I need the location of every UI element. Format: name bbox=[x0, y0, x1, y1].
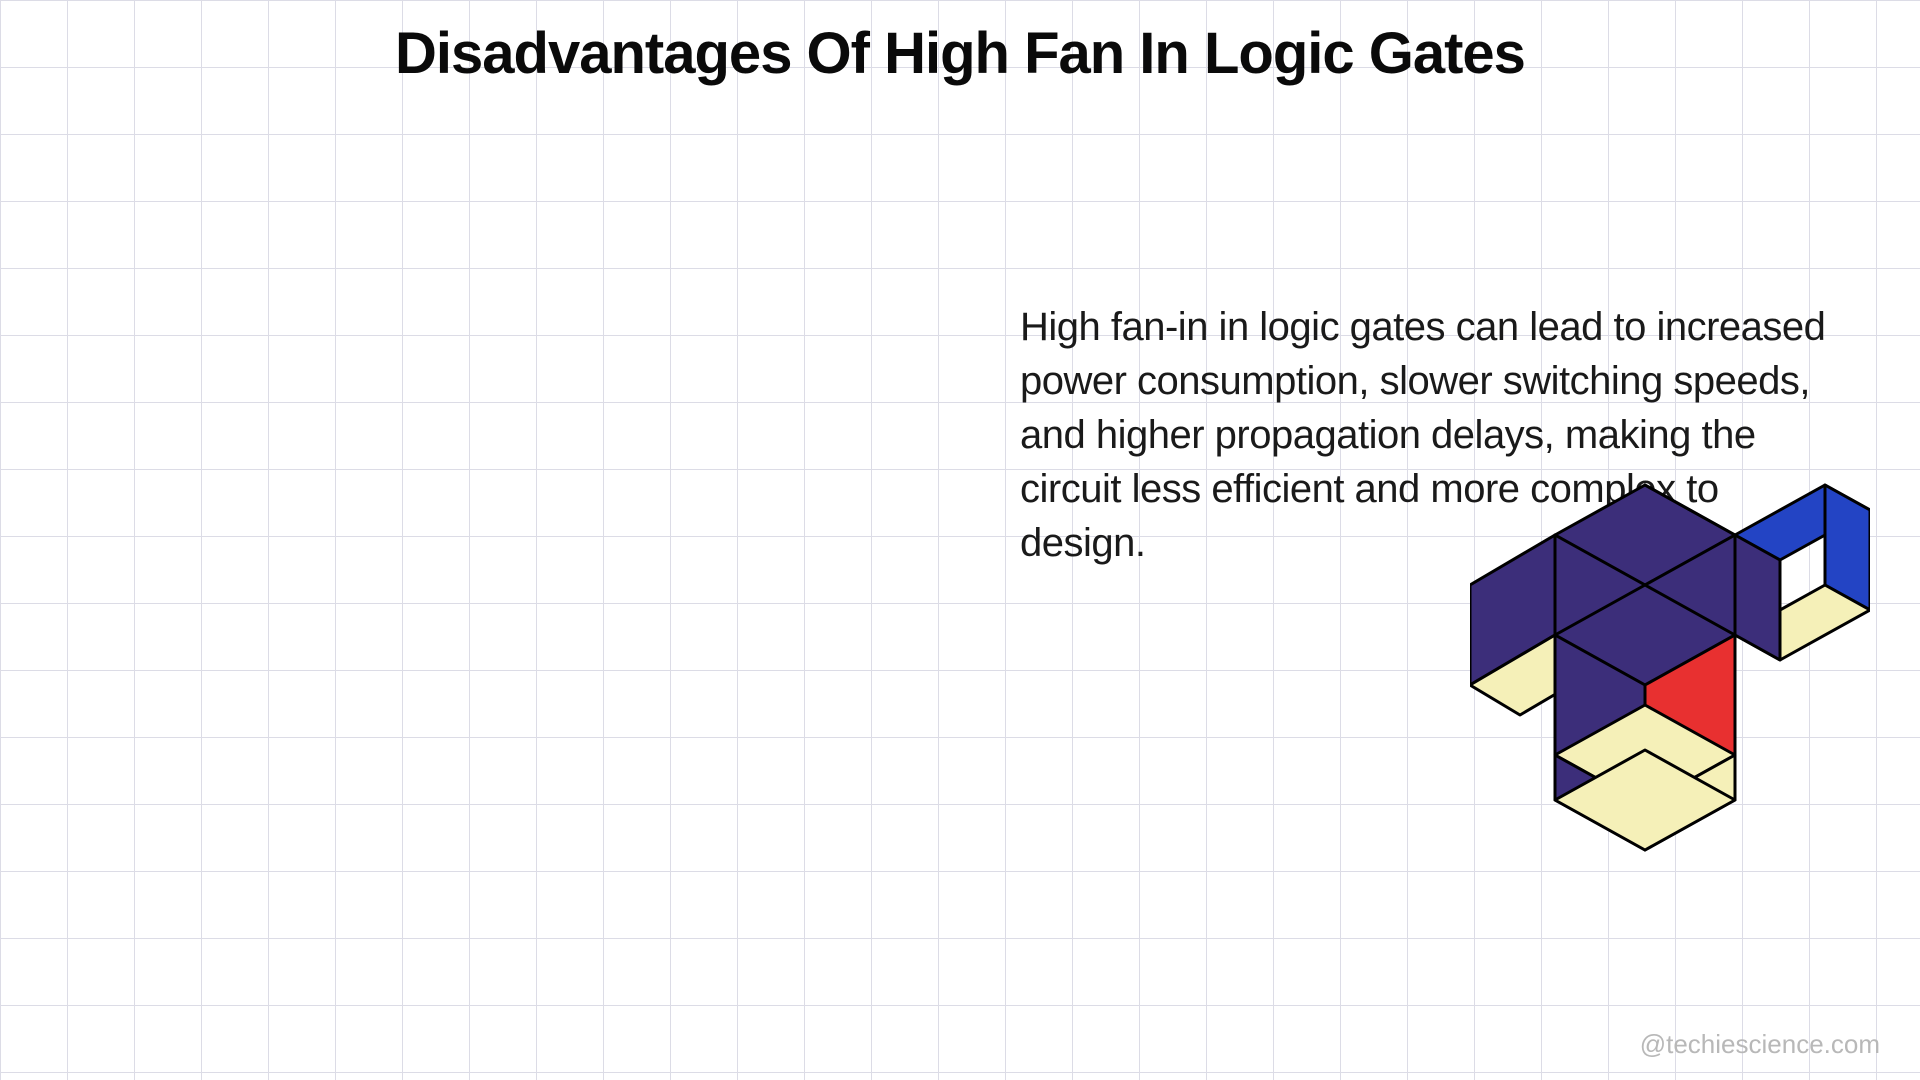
attribution-text: @techiescience.com bbox=[1640, 1029, 1880, 1060]
page-title: Disadvantages Of High Fan In Logic Gates bbox=[0, 20, 1920, 87]
isometric-cross-icon bbox=[1470, 470, 1870, 910]
